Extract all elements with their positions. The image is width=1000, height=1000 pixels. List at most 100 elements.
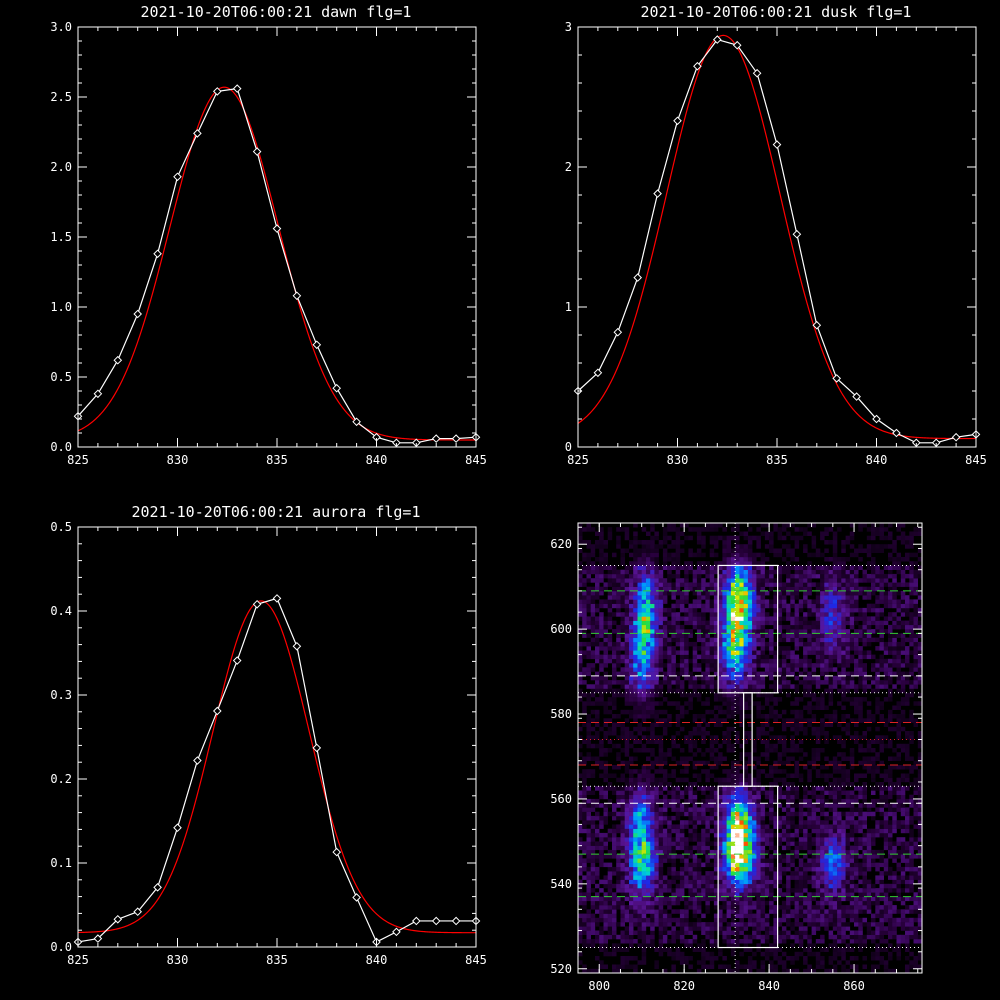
heatmap-pixel (735, 854, 740, 859)
heatmap-pixel (658, 892, 664, 897)
heatmap-pixel (726, 798, 732, 804)
heatmap-pixel (803, 968, 808, 974)
heatmap-pixel (798, 892, 804, 897)
heatmap-pixel (705, 841, 710, 846)
heatmap-pixel (790, 875, 795, 880)
heatmap-pixel (832, 858, 838, 863)
heatmap-pixel (917, 854, 923, 859)
heatmap-pixel (832, 807, 838, 812)
heatmap-pixel (718, 947, 723, 952)
heatmap-pixel (662, 769, 668, 774)
heatmap-pixel (595, 905, 600, 910)
heatmap-pixel (701, 658, 706, 664)
heatmap-pixel (747, 637, 753, 643)
heatmap-pixel (739, 930, 744, 935)
heatmap-pixel (773, 667, 778, 672)
heatmap-pixel (841, 786, 846, 791)
heatmap-pixel (845, 943, 851, 948)
heatmap-pixel (773, 896, 778, 902)
heatmap-pixel (705, 803, 710, 808)
heatmap-pixel (866, 769, 872, 774)
heatmap-pixel (913, 798, 918, 804)
heatmap-pixel (828, 718, 834, 723)
heatmap-pixel (900, 845, 906, 851)
heatmap-pixel (603, 735, 608, 740)
heatmap-pixel (815, 815, 821, 821)
heatmap-pixel (679, 667, 685, 672)
heatmap-pixel (871, 663, 876, 668)
heatmap-pixel (709, 811, 715, 817)
heatmap-pixel (900, 773, 906, 778)
heatmap-pixel (654, 845, 659, 851)
heatmap-pixel (794, 790, 800, 795)
heatmap-pixel (646, 879, 651, 885)
heatmap-pixel (832, 824, 838, 829)
heatmap-pixel (709, 862, 715, 868)
heatmap-pixel (684, 667, 689, 672)
heatmap-pixel (641, 930, 647, 935)
heatmap-pixel (624, 815, 630, 821)
heatmap-pixel (837, 960, 842, 965)
heatmap-pixel (658, 739, 664, 744)
heatmap-pixel (909, 650, 914, 655)
heatmap-pixel (905, 731, 910, 736)
heatmap-pixel (637, 786, 642, 791)
heatmap-pixel (718, 667, 723, 672)
heatmap-pixel (769, 705, 774, 710)
heatmap-pixel (786, 680, 791, 685)
heatmap-pixel (620, 731, 625, 736)
heatmap-pixel (892, 926, 897, 931)
heatmap-pixel (883, 722, 889, 727)
heatmap-pixel (616, 671, 621, 677)
heatmap-pixel (909, 718, 914, 723)
heatmap-pixel (760, 968, 766, 974)
heatmap-pixel (854, 956, 859, 961)
heatmap-pixel (599, 820, 604, 825)
heatmap-pixel (612, 680, 617, 685)
heatmap-pixel (692, 926, 698, 931)
heatmap-pixel (875, 726, 880, 732)
heatmap-pixel (730, 854, 736, 859)
heatmap-pixel (688, 658, 693, 664)
heatmap-pixel (696, 637, 702, 643)
heatmap-pixel (709, 756, 715, 761)
heatmap-pixel (798, 811, 804, 817)
heatmap-pixel (624, 684, 630, 689)
heatmap-pixel (764, 849, 770, 855)
heatmap-pixel (684, 786, 689, 791)
heatmap-pixel (709, 879, 715, 885)
heatmap-pixel (730, 837, 736, 842)
heatmap-pixel (769, 862, 774, 868)
heatmap-pixel (798, 658, 804, 664)
heatmap-pixel (845, 849, 851, 855)
heatmap-pixel (735, 930, 740, 935)
heatmap-pixel (820, 726, 825, 732)
heatmap-pixel (701, 760, 706, 766)
heatmap-pixel (620, 790, 625, 795)
heatmap-pixel (820, 748, 825, 753)
heatmap-pixel (662, 773, 668, 778)
heatmap-pixel (730, 845, 736, 851)
heatmap-pixel (815, 862, 821, 868)
heatmap-pixel (624, 807, 630, 812)
heatmap-pixel (752, 798, 757, 804)
heatmap-pixel (620, 964, 625, 969)
heatmap-pixel (641, 641, 647, 647)
heatmap-pixel (854, 637, 859, 643)
heatmap-pixel (900, 709, 906, 715)
heatmap-pixel (612, 811, 617, 817)
heatmap-pixel (641, 820, 647, 825)
heatmap-pixel (807, 951, 812, 957)
heatmap-pixel (671, 756, 676, 761)
heatmap-pixel (633, 680, 638, 685)
heatmap-pixel (752, 828, 757, 834)
heatmap-pixel (730, 841, 736, 846)
heatmap-pixel (713, 658, 719, 664)
heatmap-pixel (892, 803, 897, 808)
heatmap-pixel (620, 939, 625, 944)
heatmap-pixel (832, 790, 838, 795)
heatmap-pixel (913, 777, 918, 783)
heatmap-pixel (718, 811, 723, 817)
heatmap-pixel (913, 900, 918, 906)
heatmap-pixel (786, 718, 791, 723)
